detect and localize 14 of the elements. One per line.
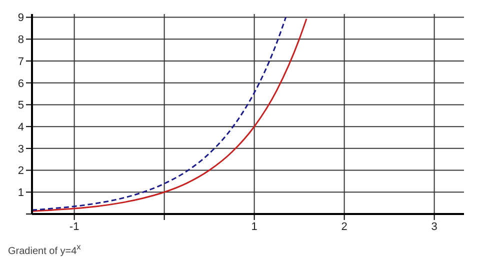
y-tick-label: 1 — [18, 187, 24, 200]
x-tick-label: 2 — [341, 220, 348, 233]
y-tick-label: 8 — [18, 34, 24, 46]
y-tick-label: 3 — [18, 143, 24, 156]
x-tick-label: 1 — [251, 220, 258, 233]
y-tick-label: 7 — [18, 56, 24, 68]
y-tick-label: 5 — [18, 100, 24, 112]
y-tick-label: 2 — [18, 165, 24, 178]
y-tick-label: 9 — [18, 12, 24, 24]
y-tick-label: 4 — [18, 121, 24, 134]
text: Gradient of y=4$^{x}$ — [8, 242, 81, 258]
y-tick-label: 6 — [18, 78, 24, 90]
x-tick-label: 3 — [431, 220, 438, 233]
x-tick-label: -1 — [69, 220, 80, 233]
